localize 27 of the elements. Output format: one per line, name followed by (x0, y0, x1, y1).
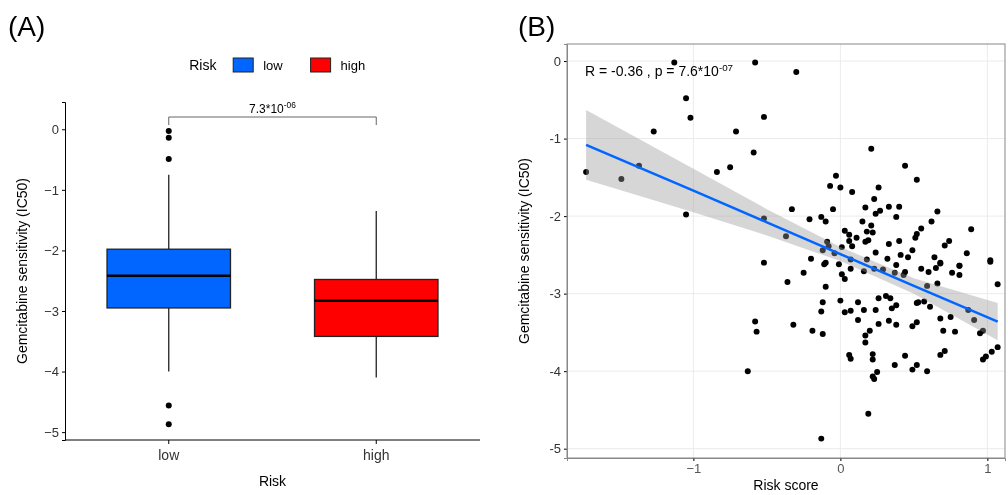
x-tick-label: −1 (686, 461, 702, 477)
y-tick-label: 0 (51, 121, 59, 137)
x-axis-title: Risk (258, 473, 288, 489)
y-tick-label: −2 (44, 243, 59, 259)
legend-title: Risk (189, 57, 218, 73)
y-tick-label: -5 (549, 441, 561, 457)
x-tick-label: 0 (837, 461, 845, 477)
y-axis-title: Gemcitabine sensitivity (IC50) (14, 178, 30, 364)
y-tick-label: -4 (549, 363, 561, 379)
line-series (584, 143, 999, 323)
y-tick-label: −3 (44, 303, 59, 319)
chart-title: (A) (8, 11, 46, 42)
y-axis-title: Gemcitabine sensitivity (IC50) (516, 158, 532, 344)
y-tick-label: −5 (44, 424, 59, 440)
y-tick-label: -1 (549, 131, 561, 147)
y-tick-label: -2 (549, 208, 561, 224)
annotation: R = -0.36 , p = 7.6*10$^{-07}$ (585, 61, 734, 79)
y-tick-label: −4 (44, 364, 59, 380)
x-tick-label: 1 (984, 461, 992, 477)
chart-title: (B) (518, 11, 556, 42)
y-tick-label: −1 (44, 182, 59, 198)
y-tick-label: -3 (549, 286, 561, 302)
legend-label: low (263, 58, 284, 73)
legend-label: high (340, 58, 366, 73)
y-tick-label: 0 (553, 53, 561, 69)
annotation: 7.3*10$^{-06}$ (249, 100, 297, 116)
x-axis-title: Risk score (753, 477, 819, 493)
